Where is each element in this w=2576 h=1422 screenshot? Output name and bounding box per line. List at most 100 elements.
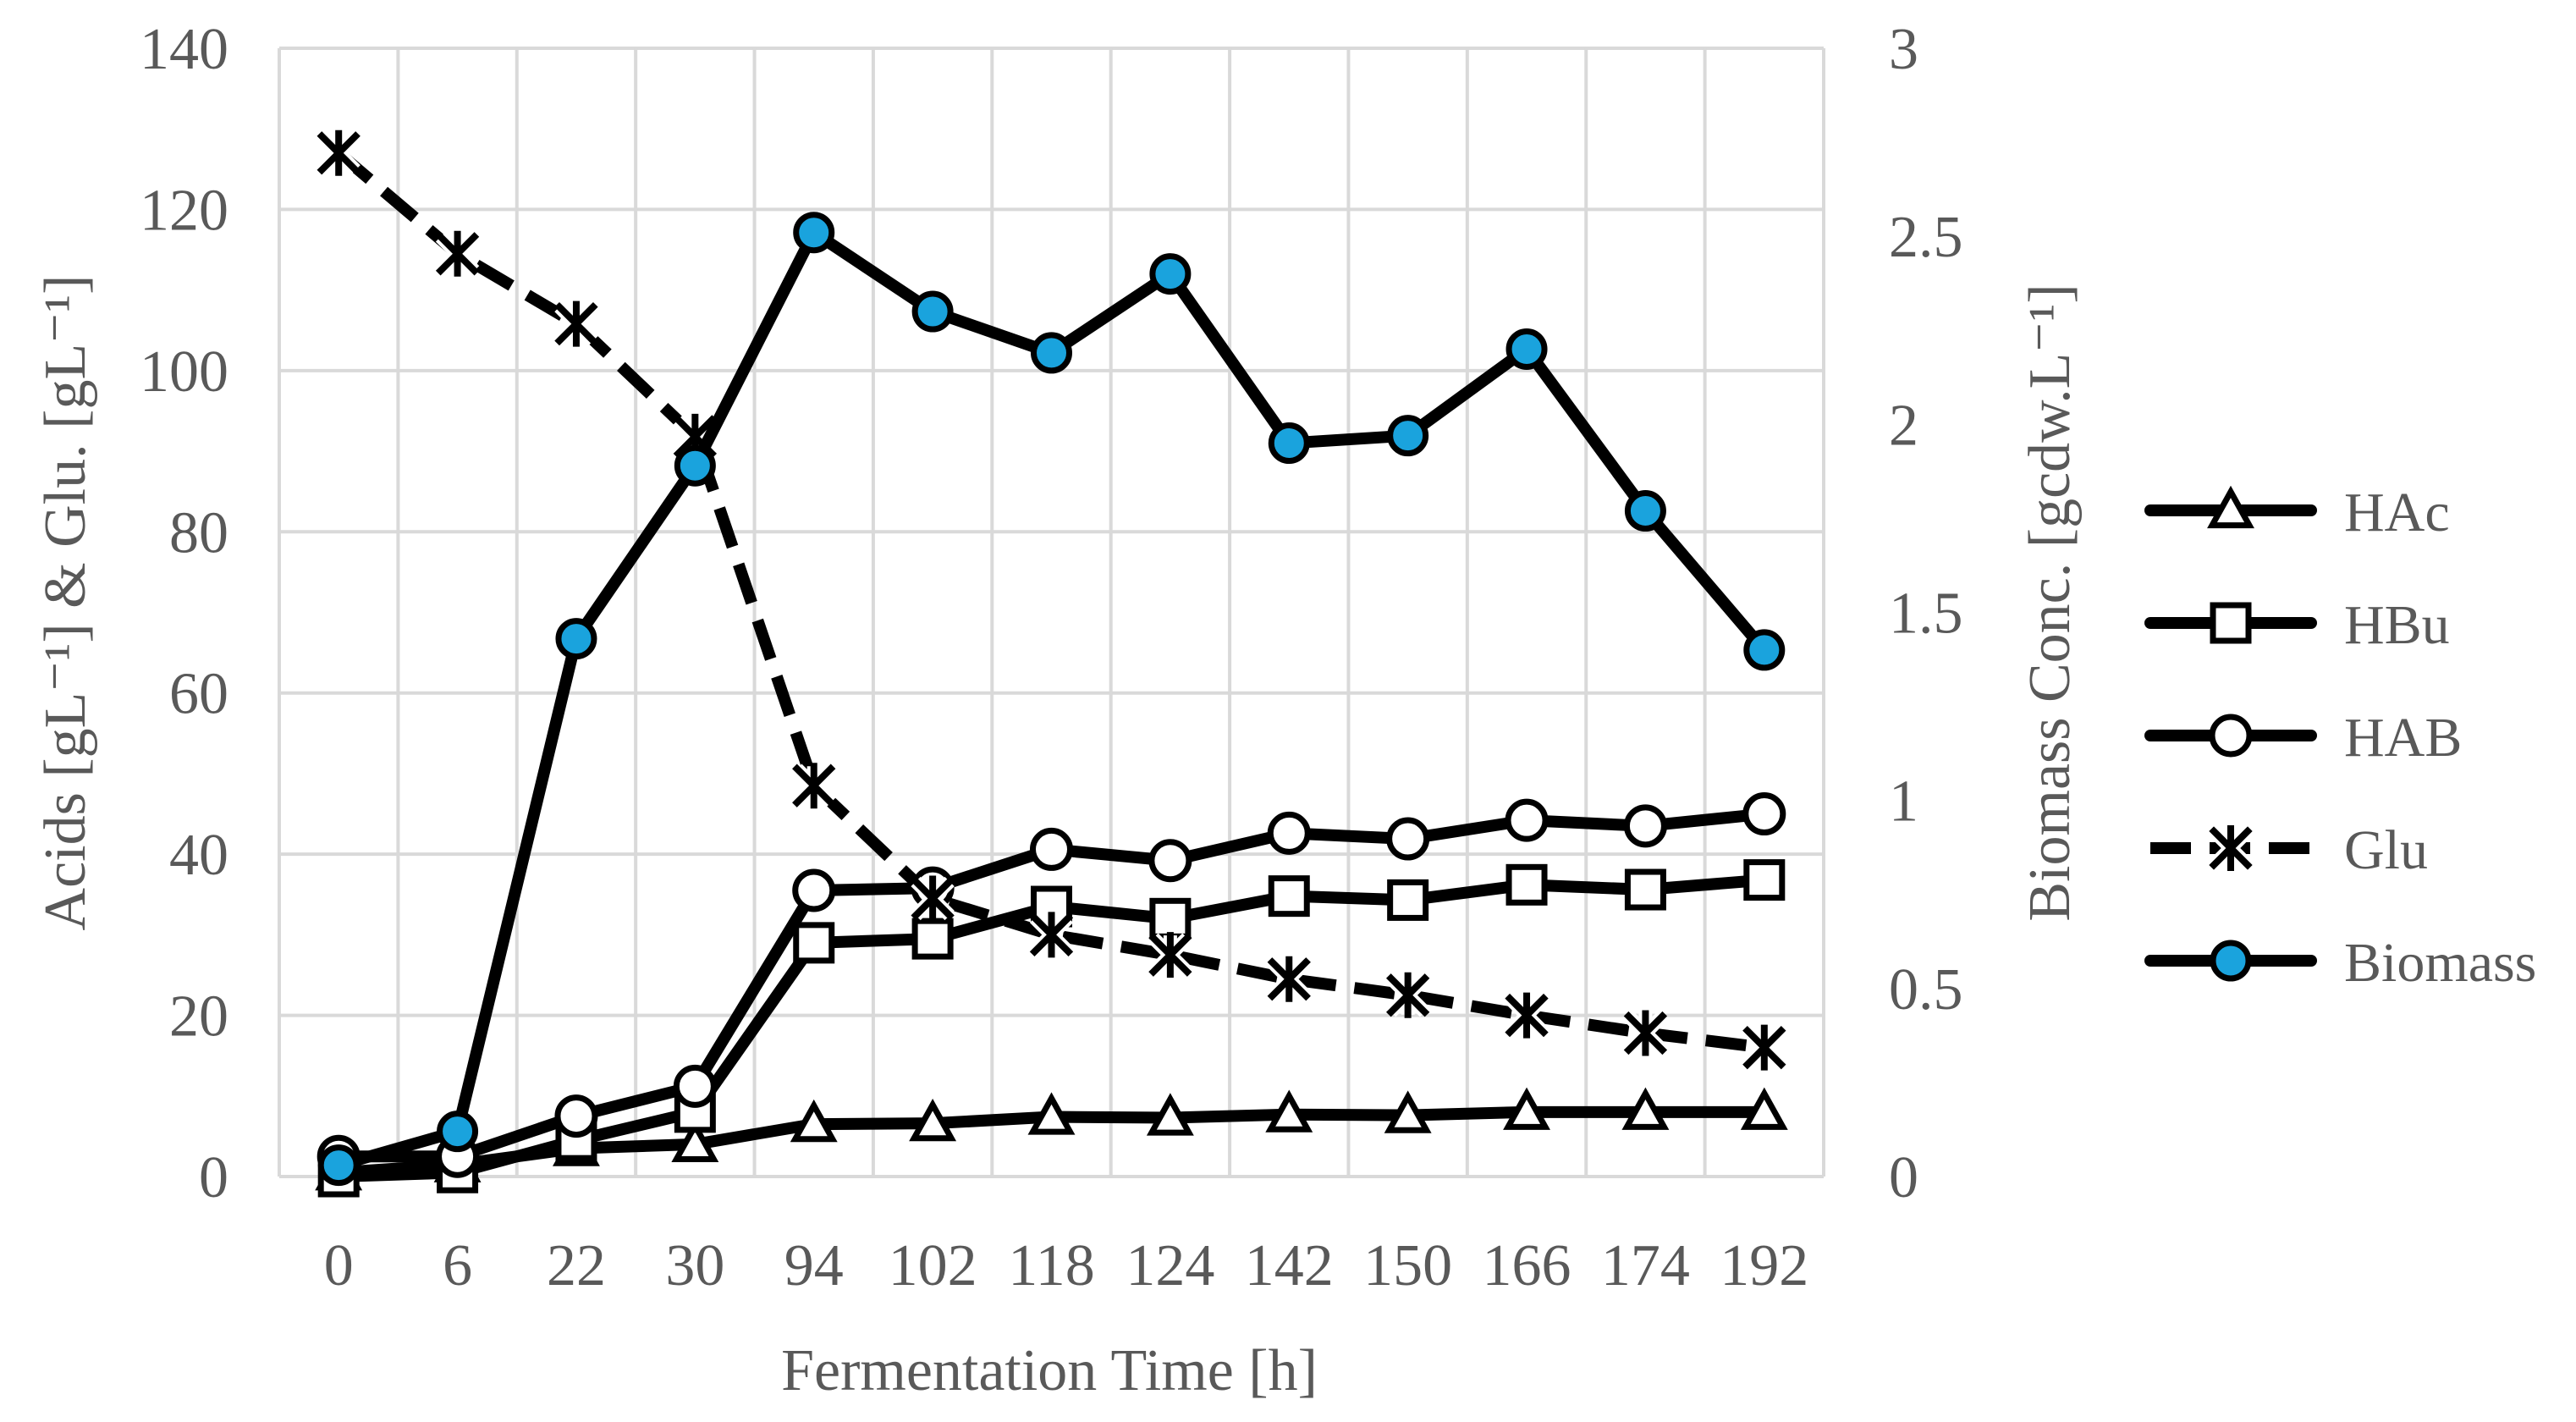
y-tick-label: 40 [169, 823, 228, 888]
point-biomass [1743, 629, 1786, 671]
plot-area [315, 130, 1788, 1198]
point-glu [1267, 956, 1311, 1002]
point-hac [1621, 1087, 1670, 1130]
point-hab [1030, 827, 1073, 871]
point-biomass [1387, 415, 1429, 457]
legend-marker [2207, 485, 2254, 529]
point-hac [909, 1098, 957, 1142]
point-hab [1148, 839, 1192, 883]
point-hbu [1149, 897, 1192, 940]
point-glu [911, 875, 955, 922]
x-tick-label: 22 [547, 1233, 606, 1298]
x-tick-label: 166 [1483, 1233, 1571, 1298]
y-axis-title: Acids [gL⁻¹] & Glu. [gL⁻¹] [33, 275, 98, 931]
x-tick-label: 118 [1008, 1233, 1094, 1298]
point-hab [673, 1064, 717, 1108]
y2-axis-title: Biomass Conc. [gcdw.L⁻¹] [2017, 284, 2083, 921]
point-hab [1386, 817, 1430, 861]
point-glu [1385, 972, 1430, 1018]
x-tick-label: 0 [324, 1233, 354, 1298]
x-tick-label: 142 [1245, 1233, 1334, 1298]
y2-tick-label: 3 [1889, 17, 1918, 82]
y-tick-label: 80 [169, 500, 228, 565]
y2-tick-label: 2.5 [1889, 205, 1963, 270]
y2-tick-label: 1.5 [1889, 581, 1963, 647]
series-glu [316, 130, 1786, 1071]
point-hab [554, 1094, 598, 1138]
point-hbu [793, 922, 835, 964]
legend-label: Glu [2344, 819, 2428, 881]
y2-tick-label: 2 [1889, 393, 1918, 458]
x-tick-label: 94 [784, 1233, 844, 1298]
x-tick-label: 150 [1363, 1233, 1452, 1298]
series-hab [316, 792, 1786, 1178]
legend-marker [2209, 825, 2253, 871]
legend-entry-hab: HAB [2144, 707, 2462, 769]
legend-label: HAB [2344, 707, 2462, 769]
point-glu [1742, 1024, 1786, 1071]
point-glu [1148, 932, 1192, 978]
point-glu [1029, 912, 1074, 958]
y2-tick-label: 0.5 [1889, 957, 1963, 1022]
legend-label: Biomass [2344, 932, 2536, 994]
point-hac [1384, 1090, 1432, 1133]
point-hab [1742, 792, 1786, 836]
legend-label: HBu [2344, 594, 2450, 656]
point-hac [790, 1099, 838, 1143]
point-hac [1503, 1087, 1550, 1130]
point-biomass [1268, 422, 1310, 465]
point-hbu [1268, 875, 1310, 918]
x-tick-label: 6 [443, 1233, 472, 1298]
x-tick-label: 174 [1601, 1233, 1690, 1298]
point-glu [1623, 1010, 1668, 1056]
x-tick-label: 30 [665, 1233, 724, 1298]
legend-entry-hac: HAc [2144, 482, 2450, 543]
legend-marker [2209, 714, 2253, 758]
series-hac [315, 1087, 1788, 1191]
point-glu [554, 300, 598, 347]
legend-entry-biomass: Biomass [2144, 932, 2536, 994]
x-tick-label: 192 [1720, 1233, 1808, 1298]
point-hab [792, 868, 836, 912]
y-tick-label: 60 [169, 662, 228, 727]
point-hab [1267, 811, 1311, 855]
legend-marker [2210, 602, 2252, 644]
point-hbu [1387, 879, 1429, 921]
point-biomass [1505, 328, 1548, 370]
x-tick-label: 124 [1126, 1233, 1214, 1298]
y2-tick-label: 0 [1889, 1145, 1918, 1210]
legend-entry-glu: Glu [2150, 819, 2428, 881]
point-hac [1146, 1093, 1194, 1136]
legend-label: HAc [2344, 482, 2450, 543]
point-hac [1740, 1087, 1788, 1130]
point-hbu [1624, 868, 1666, 911]
point-biomass [1031, 332, 1072, 374]
grid [278, 47, 1825, 1178]
y-tick-label: 140 [140, 17, 228, 82]
legend: HAc HBu HAB Glu Biomass [2144, 482, 2536, 994]
y-tick-label: 20 [169, 984, 228, 1050]
point-biomass [1624, 490, 1666, 532]
y-tick-label: 100 [140, 339, 228, 405]
point-biomass [555, 618, 597, 660]
point-hac [1265, 1089, 1313, 1133]
series-biomass [317, 212, 1786, 1187]
point-biomass [911, 290, 954, 333]
point-hab [1623, 804, 1667, 848]
legend-entry-hbu: HBu [2144, 594, 2450, 656]
point-glu [435, 230, 480, 277]
point-biomass [1149, 253, 1192, 295]
point-hac [671, 1119, 719, 1163]
y-tick-label: 0 [199, 1145, 228, 1210]
y2-tick-label: 1 [1889, 769, 1918, 835]
point-hac [1027, 1092, 1076, 1135]
point-biomass [437, 1111, 479, 1153]
point-hbu [1505, 863, 1548, 906]
point-glu [316, 130, 361, 176]
point-hab [1505, 798, 1549, 842]
x-tick-label: 102 [889, 1233, 977, 1298]
legend-marker [2210, 940, 2252, 982]
point-hbu [911, 918, 954, 960]
